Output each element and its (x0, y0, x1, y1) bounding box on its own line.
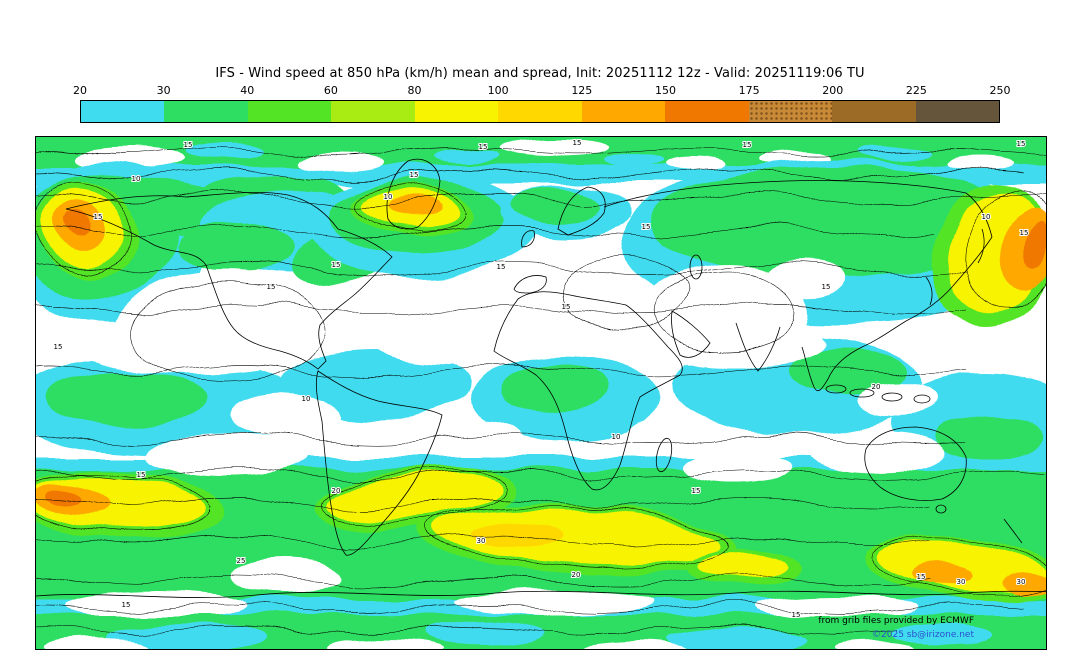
wind-map: 15 15 15 15 15 10 15 10 15 15 15 15 15 15 15 10 15 15 10 10… (36, 137, 1046, 649)
contour-label: 10 (982, 213, 991, 221)
contour-label: 10 (612, 433, 621, 441)
contour-label: 10 (302, 395, 311, 403)
contour-label: 25 (237, 557, 246, 565)
contour-label: 15 (479, 143, 488, 151)
colorbar-segment-175-200 (748, 101, 833, 122)
contour-label: 15 (410, 171, 419, 179)
contour-label: 15 (792, 611, 801, 619)
colorbar-tick-30: 30 (156, 84, 171, 97)
colorbar-segment-200-225 (832, 101, 916, 122)
contour-label: 20 (572, 571, 581, 579)
contour-label: 30 (1017, 578, 1026, 586)
colorbar-tick-150: 150 (654, 84, 676, 97)
fill-regions (36, 137, 1046, 649)
contour-label: 15 (497, 263, 506, 271)
colorbar-tick-125: 125 (571, 84, 593, 97)
colorbar-tick-60: 60 (323, 84, 338, 97)
contour-label: 15 (1020, 229, 1029, 237)
colorbar-segment-150-175 (665, 101, 749, 122)
contour-label: 30 (957, 578, 966, 586)
colorbar-tick-20: 20 (73, 84, 87, 97)
colorbar-tick-labels: 20 30 40 60 80 100 125 150 175 200 225 250 (73, 84, 1011, 97)
colorbar-tick-250: 250 (989, 84, 1011, 97)
colorbar-tick-40: 40 (240, 84, 255, 97)
contour-label: 15 (743, 141, 752, 149)
contour-label: 15 (94, 213, 103, 221)
colorbar-segment-40-60 (247, 101, 332, 122)
colorbar (80, 100, 1000, 123)
colorbar-segment-225-250 (915, 101, 999, 122)
attribution-copyright: ©2025 sb@irizone.net (872, 630, 974, 640)
colorbar-segment-125-150 (581, 101, 666, 122)
map-frame: 15 15 15 15 15 10 15 10 15 15 15 15 15 15 15 10 15 15 10 10… (35, 136, 1047, 650)
contour-label: 15 (267, 283, 276, 291)
colorbar-segment-80-100 (414, 101, 499, 122)
contour-label: 15 (917, 573, 926, 581)
contour-label: 20 (872, 383, 881, 391)
colorbar-tick-200: 200 (822, 84, 844, 97)
contour-label: 15 (332, 261, 341, 269)
contour-label: 10 (384, 193, 393, 201)
contour-label: 15 (1017, 140, 1026, 148)
contour-labels: 15 15 15 15 15 10 15 10 15 15 15 15 15 15 15 10 15 15 10 10… (53, 138, 1030, 620)
contour-label: 15 (642, 223, 651, 231)
spread-contour-lines (36, 147, 1046, 635)
contour-label: 15 (562, 303, 571, 311)
colorbar-segment-60-80 (331, 101, 415, 122)
contour-label: 15 (692, 487, 701, 495)
colorbar-tick-80: 80 (407, 84, 422, 97)
contour-label: 15 (122, 601, 131, 609)
attribution-ecmwf: from grib files provided by ECMWF (818, 616, 974, 626)
contour-label: 15 (184, 141, 193, 149)
colorbar-segment-100-125 (498, 101, 582, 122)
colorbar-tick-225: 225 (905, 84, 927, 97)
contour-label: 30 (477, 537, 486, 545)
colorbar-segment-20-30 (81, 101, 165, 122)
colorbar-tick-175: 175 (738, 84, 760, 97)
colorbar-tick-100: 100 (487, 84, 509, 97)
contour-label: 15 (137, 471, 146, 479)
contour-label: 20 (332, 487, 341, 495)
contour-label: 15 (54, 343, 63, 351)
contour-label: 15 (822, 283, 831, 291)
contour-label: 15 (573, 139, 582, 147)
contour-label: 10 (132, 175, 141, 183)
coastlines (36, 158, 1046, 598)
chart-title: IFS - Wind speed at 850 hPa (km/h) mean … (215, 66, 865, 81)
colorbar-segment-30-40 (164, 101, 248, 122)
